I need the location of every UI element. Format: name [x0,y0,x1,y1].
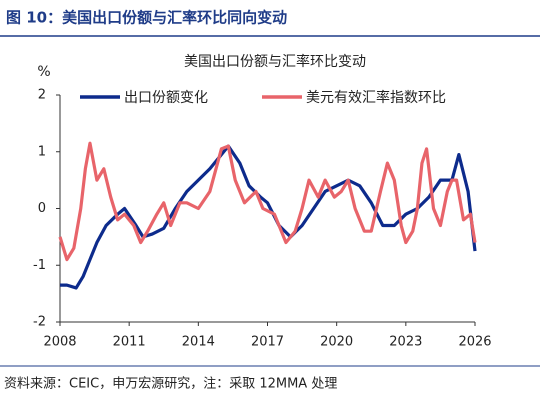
y-axis-label: % [37,64,50,80]
x-tick-label: 2020 [320,335,353,350]
y-tick-label: 0 [38,201,46,216]
y-tick-label: 2 [38,88,46,103]
chart-title: 美国出口份额与汇率环比变动 [184,53,366,70]
x-tick-label: 2026 [458,335,491,350]
x-tick-label: 2008 [43,335,76,350]
legend-label: 出口份额变化 [124,90,208,106]
legend-label: 美元有效汇率指数环比 [306,89,446,106]
x-tick-label: 2023 [389,335,422,350]
x-tick-label: 2011 [113,335,146,350]
header: 图 10：美国出口份额与汇率环比同向变动 [6,9,287,27]
x-tick-label: 2017 [251,335,284,350]
x-tick-label: 2014 [182,335,215,350]
y-tick-label: -2 [33,315,46,330]
y-tick-label: -1 [33,258,46,273]
series-line [58,141,477,262]
y-tick-label: 1 [38,144,46,159]
source-note: 资料来源：CEIC，申万宏源研究，注：采取 12MMA 处理 [4,377,337,392]
